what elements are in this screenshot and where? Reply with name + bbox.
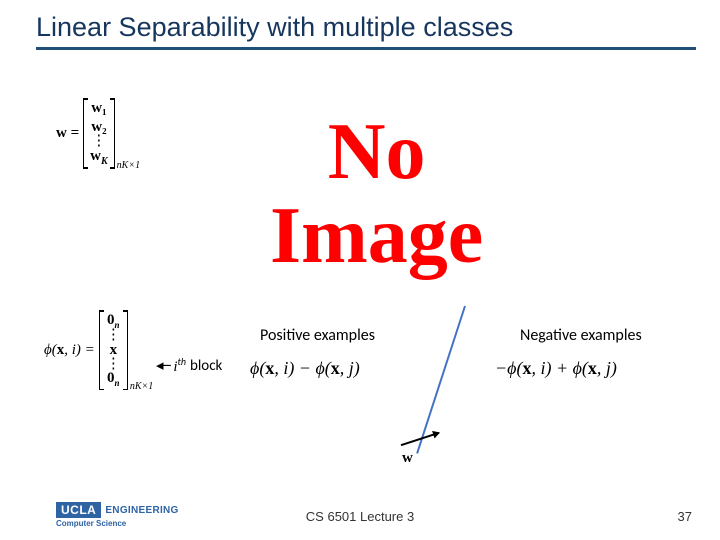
title-underline [36,47,696,50]
phi-vector-bracket: 0n ⋮ x ⋮ 0n nK×1 [99,310,128,390]
phi-entry-vdots2: ⋮ [106,361,121,369]
logo-ucla-text: UCLA [56,502,101,518]
logo-engineering-text: ENGINEERING [105,505,178,516]
w-dimension: nK×1 [117,160,140,171]
logo-cs-text: Computer Science [56,519,126,528]
positive-formula: ϕ(x, i) − ϕ(x, j) [250,358,360,379]
phi-equals: ϕ(x, i) = [44,342,95,359]
positive-examples-label: Positive examples [260,326,375,345]
no-image-line1: No [270,110,483,194]
phi-ith-block-label: ◂--- ith block [156,355,222,376]
footer: UCLA ENGINEERING Computer Science CS 650… [0,494,720,530]
phi-dimension: nK×1 [130,381,153,392]
phi-pointer-arrow: ◂--- [156,356,169,375]
slide-title: Linear Separability with multiple classe… [36,12,720,43]
phi-entry-vdots1: ⋮ [106,332,121,340]
w-vector-bracket: w₁ w₂ ⋮ wK nK×1 [83,98,115,169]
w-vector-definition: w = w₁ w₂ ⋮ wK nK×1 [56,98,115,169]
phi-vector-definition: ϕ(x, i) = 0n ⋮ x ⋮ 0n nK×1 [44,310,128,390]
w-entry-vdots: ⋮ [91,138,106,146]
no-image-placeholder: No Image [270,110,483,278]
w-entry-k: wK [90,148,108,167]
w-entry-1: w₁ [91,100,106,117]
separating-hyperplane-line [416,306,466,454]
title-block: Linear Separability with multiple classe… [0,0,720,54]
phi-block-word: block [190,357,222,375]
no-image-line2: Image [270,194,483,278]
w-vector-label: w [402,450,413,467]
examples-region: Positive examples Negative examples ϕ(x,… [220,306,700,506]
phi-ith: ith [173,355,186,376]
phi-entry-0bot: 0n [107,370,120,388]
negative-examples-label: Negative examples [520,326,642,345]
negative-formula: −ϕ(x, i) + ϕ(x, j) [495,358,617,379]
ucla-logo: UCLA ENGINEERING Computer Science [56,502,179,528]
lecture-label: CS 6501 Lecture 3 [306,509,414,524]
w-equals: w = [56,125,79,142]
page-number: 37 [678,509,692,524]
